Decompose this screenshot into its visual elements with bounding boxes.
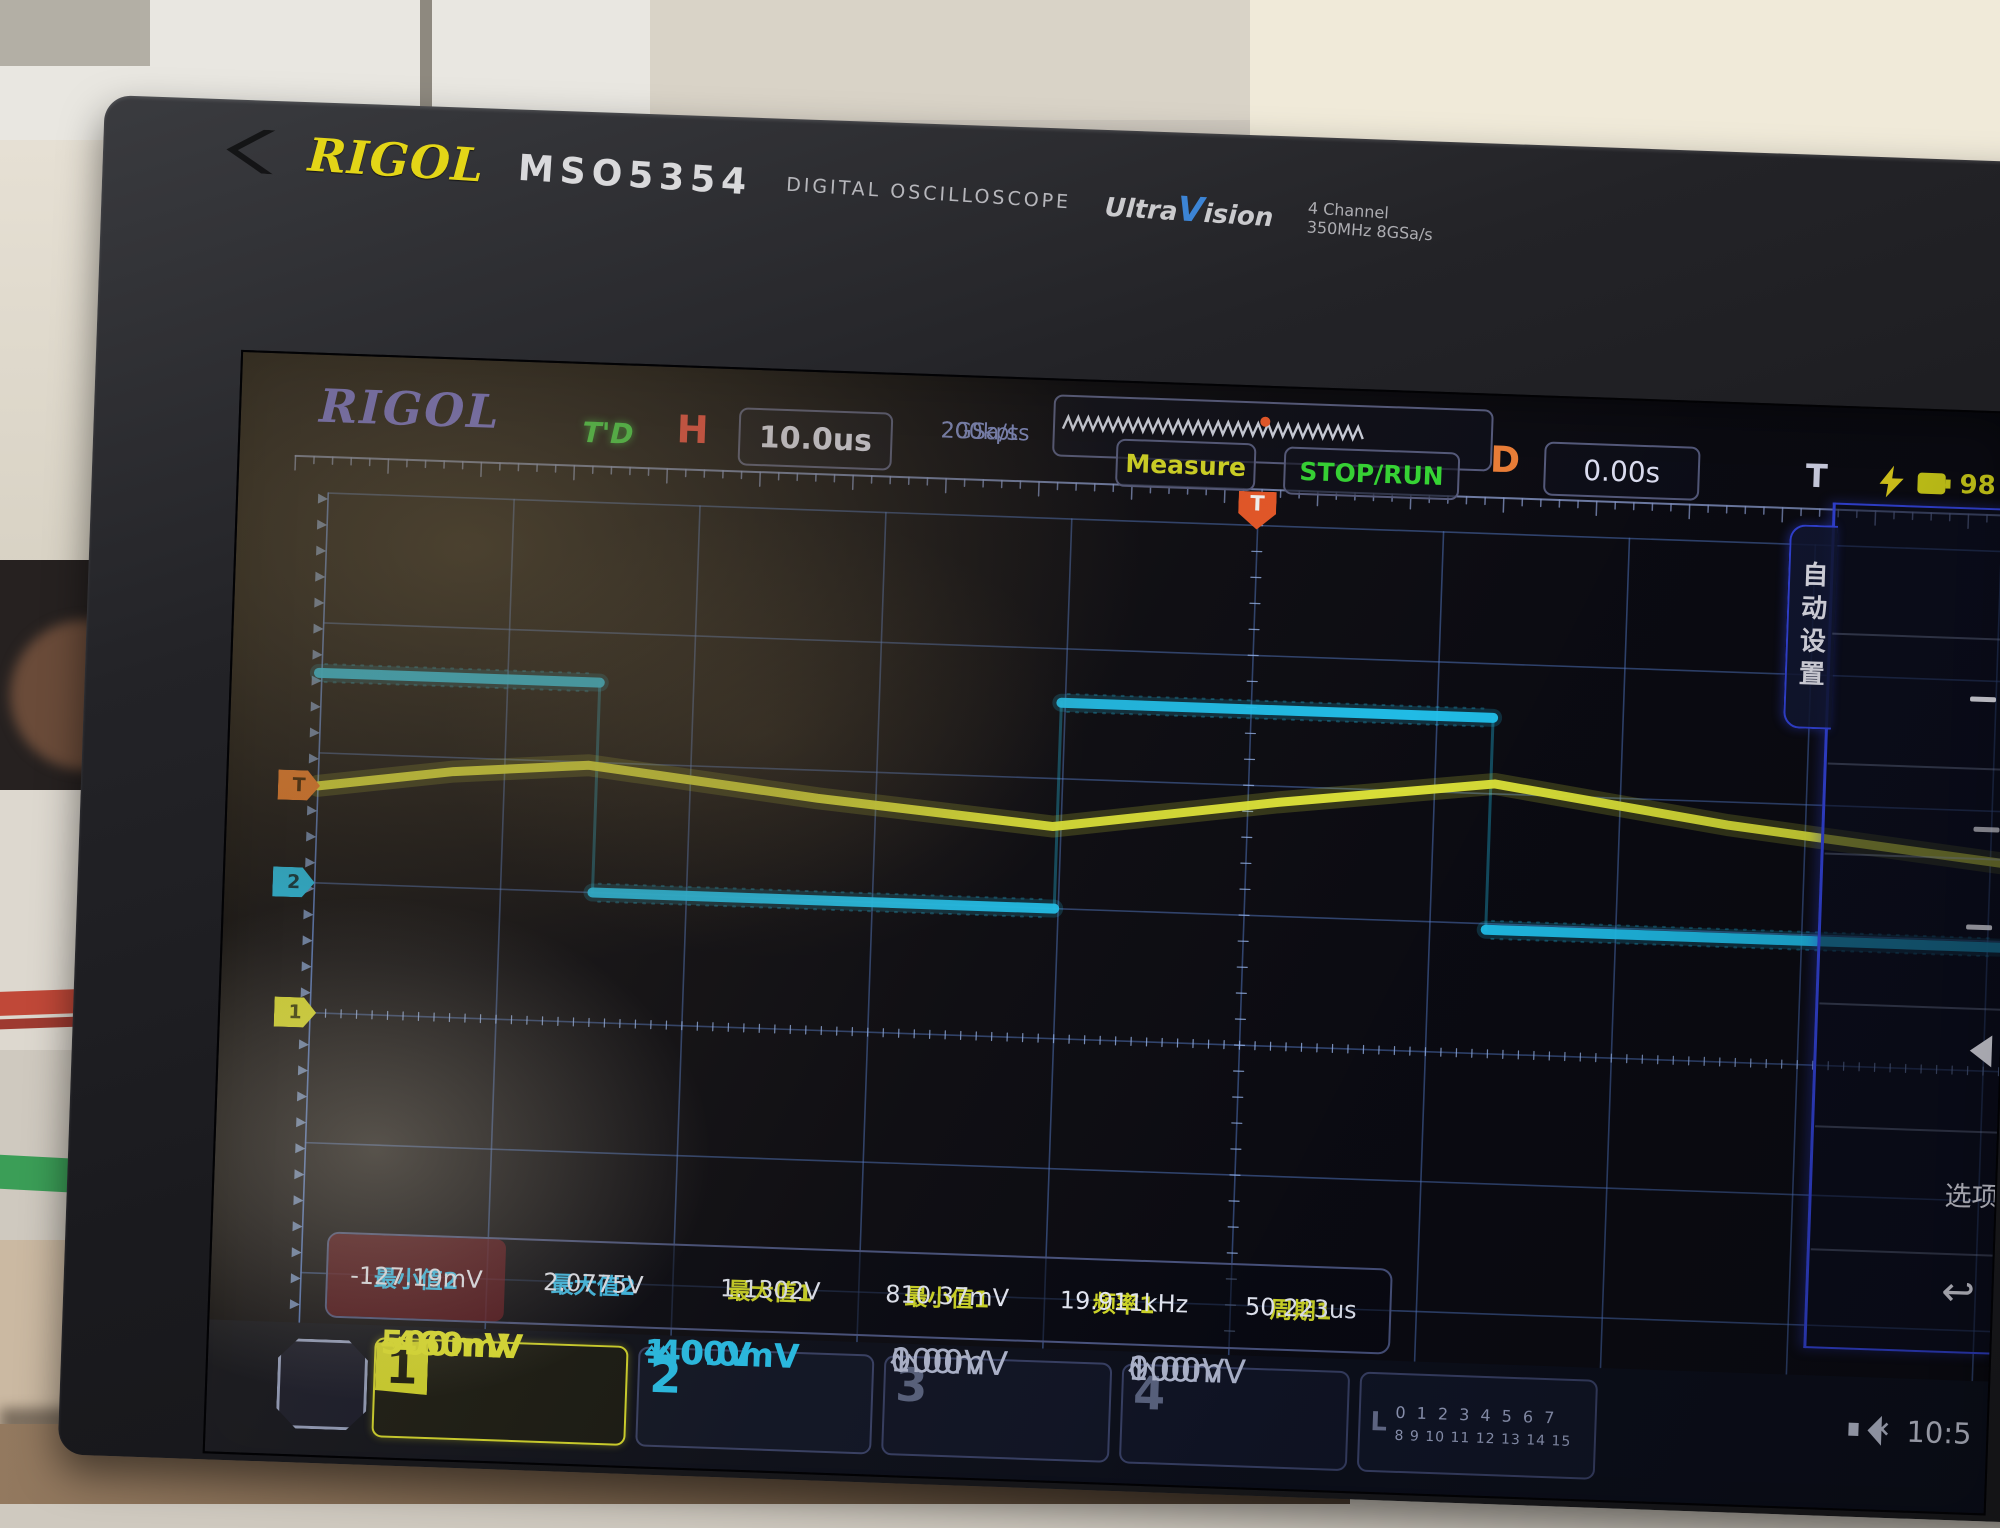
menu-item-icon[interactable] <box>1966 924 1992 930</box>
measurement-value: 2.0775V <box>543 1268 644 1299</box>
measurement-cell[interactable]: 频率1 19.911kHz <box>1034 1258 1214 1346</box>
measurement-value: -127.19mV <box>350 1261 483 1294</box>
oscilloscope-screen: RIGOL T'D H 10.0us 2GSa/s 200kpts Measur… <box>203 350 2000 1516</box>
channel-1-offset: -460mV <box>380 1322 524 1366</box>
menu-item-options[interactable]: 选项 <box>1944 1174 1999 1215</box>
oscilloscope-body: RIGOL MSO5354 DIGITAL OSCILLOSCOPE Ultra… <box>58 95 2000 1528</box>
menu-undo-icon[interactable]: ↩ <box>1941 1274 1976 1311</box>
measurement-value: 810.37mV <box>885 1280 1010 1312</box>
background-wall-corner <box>0 0 150 66</box>
measurement-cell[interactable]: 最大值1 1.1302V <box>680 1246 860 1334</box>
menu-item-icon[interactable] <box>1970 696 1996 702</box>
menu-item-icon[interactable] <box>1973 827 1999 833</box>
stop-run-button[interactable]: STOP/RUN <box>1283 446 1461 500</box>
channel-1-box[interactable]: 1 500mV -460mV <box>371 1337 628 1446</box>
menu-back-arrow-icon[interactable] <box>1953 1034 1992 1067</box>
memory-depth: 200kpts <box>940 416 1030 449</box>
channel-2-box[interactable]: 2 1.00V -40.0mV <box>635 1346 874 1454</box>
trigger-status-label: T'D <box>582 416 634 451</box>
bezel-ultravision: UltraVision <box>1104 185 1275 236</box>
speaker-muted-icon[interactable]: × <box>1848 1415 1889 1446</box>
channel-2-offset: -40.0mV <box>644 1331 800 1375</box>
channel-3-box[interactable]: 3 100mV 0.00V <box>881 1355 1112 1463</box>
measurement-cell[interactable]: 最小值2 -127.19mV <box>327 1234 507 1322</box>
bezel-device-type: DIGITAL OSCILLOSCOPE <box>785 174 1071 214</box>
bezel-chevron-icon <box>221 127 276 174</box>
channel-4-box[interactable]: 4 100mV 0.00V <box>1119 1363 1350 1471</box>
bezel-specs: 4 Channel 350MHz 8GSa/s <box>1306 198 1434 244</box>
measurement-cell[interactable]: 周期1 50.223us <box>1211 1264 1391 1352</box>
background-wall <box>650 0 1270 120</box>
measurement-value: 1.1302V <box>720 1274 821 1305</box>
bezel-model: MSO5354 <box>517 147 754 203</box>
delay-value[interactable]: 0.00s <box>1543 441 1701 500</box>
digital-row-2: 8 9 10 11 12 13 14 15 <box>1394 1427 1571 1449</box>
digital-la-icon: L <box>1370 1407 1388 1438</box>
measurement-value: 50.223us <box>1245 1293 1358 1325</box>
digital-row-1: 0 1 2 3 4 5 6 7 <box>1395 1402 1572 1427</box>
measurement-cell[interactable]: 最小值1 810.37mV <box>857 1252 1037 1340</box>
screen-brand-logo: RIGOL <box>318 379 501 439</box>
channel-4-offset: 0.00V <box>1128 1348 1225 1390</box>
system-clock: 10:5 <box>1906 1415 1972 1451</box>
bezel-brand-logo: RIGOL <box>306 128 485 193</box>
horizontal-label: H <box>676 407 709 452</box>
channel-3-offset: 0.00V <box>890 1340 987 1382</box>
ultravision-v: V <box>1176 189 1205 231</box>
trigger-menu-label[interactable]: T <box>1805 457 1828 496</box>
measurement-cell[interactable]: 最大值2 2.0775V <box>503 1240 683 1328</box>
battery-level: 98 <box>1959 470 1996 501</box>
digital-channels-box[interactable]: L 0 1 2 3 4 5 6 7 8 9 10 11 12 13 14 15 <box>1357 1372 1598 1480</box>
measurement-value: 19.911kHz <box>1059 1286 1188 1318</box>
windows-menu-icon[interactable] <box>276 1338 369 1431</box>
battery-icon <box>1917 473 1946 495</box>
timebase-value[interactable]: 10.0us <box>737 407 893 470</box>
delay-label: D <box>1489 440 1520 482</box>
measure-button[interactable]: Measure <box>1115 439 1257 492</box>
menu-tab-autosetup[interactable]: 自动设置 <box>1783 524 1838 730</box>
